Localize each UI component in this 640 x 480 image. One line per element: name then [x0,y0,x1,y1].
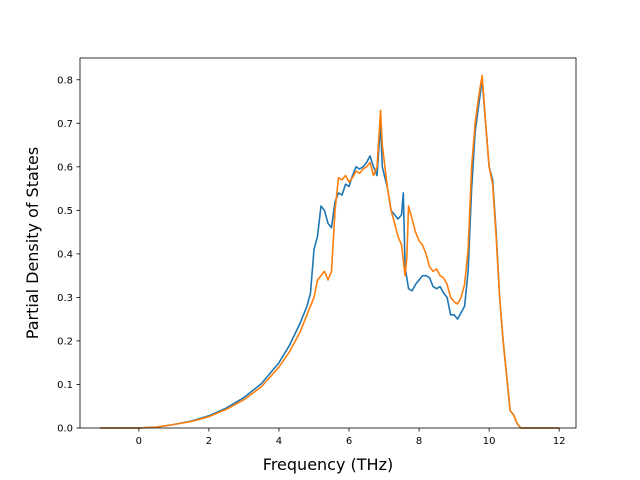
x-axis-label: Frequency (THz) [263,455,393,474]
y-tick-label: 0.6 [57,162,73,173]
y-tick-label: 0.3 [57,293,73,304]
y-axis-label: Partial Density of States [23,147,42,339]
x-tick-label: 0 [136,436,142,447]
plot-frame [79,57,577,429]
x-tick-label: 10 [483,436,496,447]
x-tick-label: 6 [346,436,352,447]
y-tick-label: 0.4 [57,249,73,260]
x-tick-label: 2 [206,436,212,447]
x-tick-label: 4 [276,436,282,447]
y-tick-label: 0.5 [57,206,73,217]
series-layer [100,74,560,429]
series-line-2 [100,74,560,429]
x-tick-label: 8 [416,436,422,447]
ticks-layer: 0 2 4 6 8 10 12 0.0 0.1 0.2 0.3 0.4 0.5 0.6 0.7 0.8 [57,75,565,447]
series-line-1 [100,78,560,429]
x-tick-label: 12 [553,436,566,447]
y-tick-label: 0.8 [57,75,73,86]
y-tick-label: 0.2 [57,336,73,347]
y-tick-label: 0.7 [57,119,73,130]
y-tick-label: 0.1 [57,380,73,391]
y-tick-label: 0.0 [57,424,73,435]
